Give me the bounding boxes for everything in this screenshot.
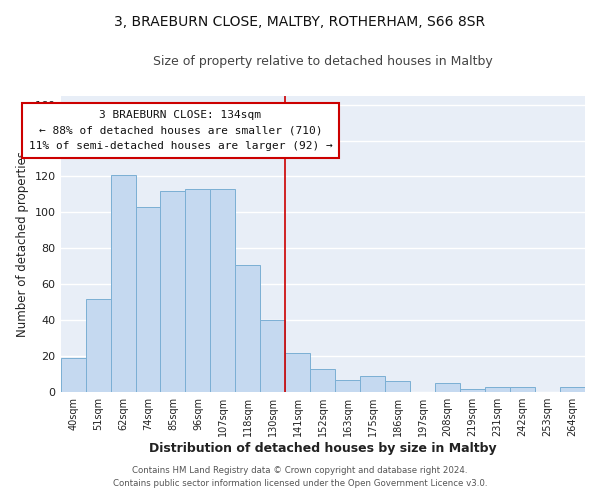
Bar [360,376,385,392]
Bar [286,352,310,392]
Bar [435,383,460,392]
Bar [310,369,335,392]
Bar [510,387,535,392]
Bar [185,189,211,392]
Text: 3, BRAEBURN CLOSE, MALTBY, ROTHERHAM, S66 8SR: 3, BRAEBURN CLOSE, MALTBY, ROTHERHAM, S6… [115,15,485,29]
Text: 3 BRAEBURN CLOSE: 134sqm
← 88% of detached houses are smaller (710)
11% of semi-: 3 BRAEBURN CLOSE: 134sqm ← 88% of detach… [29,110,332,151]
Bar [235,264,260,392]
Title: Size of property relative to detached houses in Maltby: Size of property relative to detached ho… [153,55,493,68]
Y-axis label: Number of detached properties: Number of detached properties [16,151,29,337]
X-axis label: Distribution of detached houses by size in Maltby: Distribution of detached houses by size … [149,442,497,455]
Bar [335,380,360,392]
Bar [560,387,585,392]
Bar [86,298,110,392]
Bar [160,191,185,392]
Bar [260,320,286,392]
Bar [136,207,160,392]
Bar [460,388,485,392]
Bar [110,174,136,392]
Bar [211,189,235,392]
Text: Contains HM Land Registry data © Crown copyright and database right 2024.
Contai: Contains HM Land Registry data © Crown c… [113,466,487,487]
Bar [385,382,410,392]
Bar [485,387,510,392]
Bar [61,358,86,392]
